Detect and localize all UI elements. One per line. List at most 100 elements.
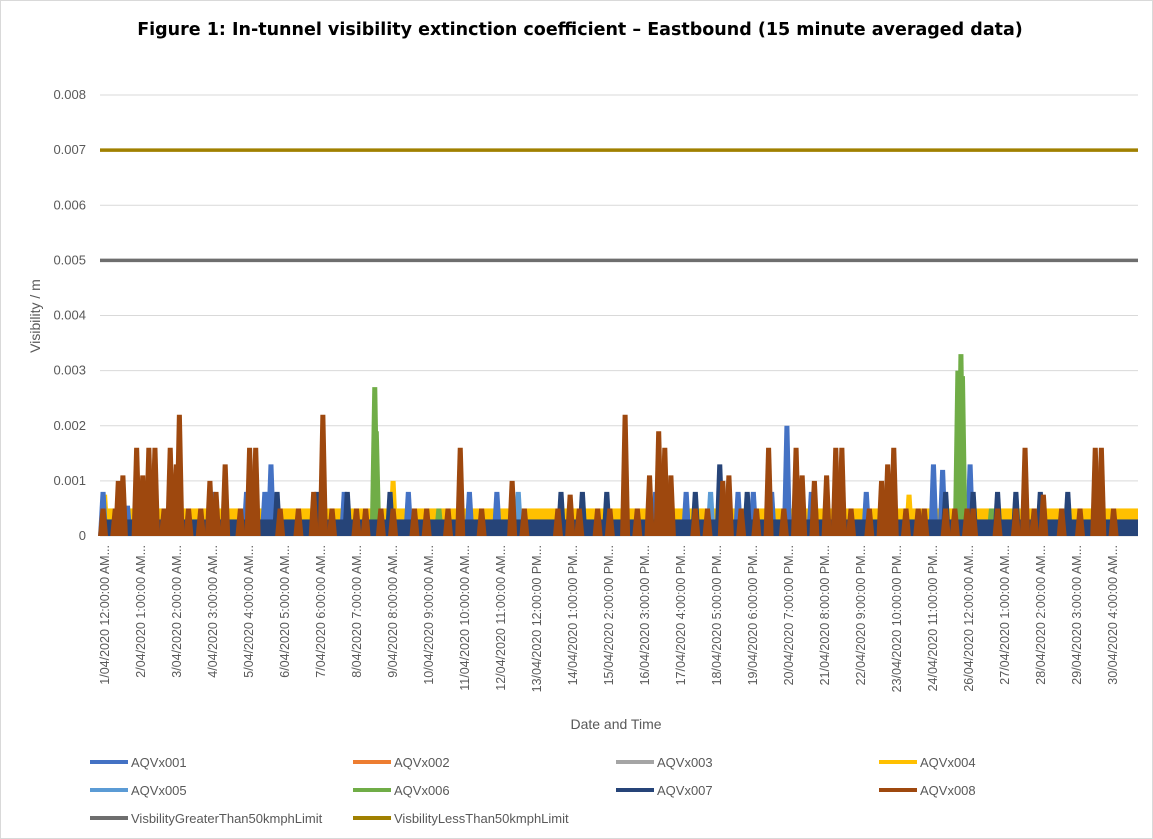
data-peak bbox=[117, 475, 128, 536]
x-tick-label: 24/04/2020 11:00:00 PM... bbox=[926, 545, 940, 691]
data-peak bbox=[644, 475, 655, 536]
x-tick-label: 5/04/2020 4:00:00 AM... bbox=[242, 545, 256, 678]
data-peak bbox=[409, 508, 420, 536]
data-peak bbox=[235, 508, 246, 536]
series-layer bbox=[98, 354, 1138, 536]
data-peak bbox=[632, 508, 643, 536]
data-peak bbox=[751, 508, 762, 536]
legend-item: AQVx006 bbox=[353, 780, 450, 800]
data-peak bbox=[888, 447, 899, 536]
x-tick-label: 17/04/2020 4:00:00 PM... bbox=[674, 545, 688, 685]
x-tick-label: 12/04/2020 11:00:00 AM... bbox=[494, 545, 508, 691]
x-tick-label: 14/04/2020 1:00:00 PM... bbox=[566, 545, 580, 685]
x-axis-title: Date and Time bbox=[570, 716, 661, 732]
data-peak bbox=[476, 508, 487, 536]
x-tick-label: 28/04/2020 2:00:00 AM... bbox=[1034, 545, 1048, 685]
legend-label: AQVx008 bbox=[920, 782, 976, 798]
data-peak bbox=[940, 508, 951, 536]
x-tick-label: 20/04/2020 7:00:00 PM... bbox=[782, 545, 796, 685]
x-tick-label: 4/04/2020 3:00:00 AM... bbox=[206, 545, 220, 678]
x-tick-label: 6/04/2020 5:00:00 AM... bbox=[278, 545, 292, 678]
x-tick-label: 16/04/2020 3:00:00 PM... bbox=[638, 545, 652, 685]
data-peak bbox=[900, 508, 911, 536]
data-peak bbox=[928, 464, 939, 536]
data-peak bbox=[552, 508, 563, 536]
legend-item: AQVx007 bbox=[616, 780, 713, 800]
data-peak bbox=[375, 508, 386, 536]
data-peak bbox=[949, 508, 960, 536]
legend-item: AQVx002 bbox=[353, 752, 450, 772]
y-tick-label: 0.004 bbox=[53, 308, 86, 323]
data-peak bbox=[665, 475, 676, 536]
x-tick-label: 11/04/2020 10:00:00 AM... bbox=[458, 545, 472, 691]
data-peak bbox=[1096, 447, 1107, 536]
data-peak bbox=[1108, 508, 1119, 536]
legend-item: AQVx005 bbox=[90, 780, 187, 800]
data-peak bbox=[809, 480, 820, 536]
x-tick-label: 26/04/2020 12:00:00 AM... bbox=[962, 545, 976, 692]
data-peak bbox=[519, 508, 530, 536]
data-peak bbox=[690, 508, 701, 536]
data-peak bbox=[1020, 447, 1031, 536]
x-tick-label: 27/04/2020 1:00:00 AM... bbox=[998, 545, 1012, 685]
x-tick-labels: 1/04/2020 12:00:00 AM... 2/04/2020 1:00:0… bbox=[98, 545, 1120, 692]
data-peak bbox=[174, 414, 185, 536]
legend-label: AQVx003 bbox=[657, 754, 713, 770]
legend-swatch bbox=[90, 788, 128, 792]
x-tick-label: 3/04/2020 2:00:00 AM... bbox=[170, 545, 184, 678]
series-aqvx008 bbox=[98, 414, 1119, 536]
data-peak bbox=[702, 508, 713, 536]
data-peak bbox=[574, 508, 585, 536]
data-peak bbox=[211, 491, 222, 536]
data-peak bbox=[220, 464, 231, 536]
data-peak bbox=[836, 447, 847, 536]
data-peak bbox=[592, 508, 603, 536]
data-peak bbox=[351, 508, 362, 536]
y-axis-title: Visibility / m bbox=[27, 279, 43, 353]
legend-swatch bbox=[616, 788, 654, 792]
legend-swatch bbox=[90, 816, 128, 820]
legend-swatch bbox=[353, 816, 391, 820]
y-tick-label: 0.008 bbox=[53, 87, 86, 102]
x-tick-label: 18/04/2020 5:00:00 PM... bbox=[710, 545, 724, 685]
y-tick-label: 0 bbox=[79, 528, 86, 543]
y-tick-label: 0.007 bbox=[53, 142, 86, 157]
x-tick-label: 15/04/2020 2:00:00 PM... bbox=[602, 545, 616, 685]
data-peak bbox=[98, 508, 109, 536]
data-peak bbox=[149, 447, 160, 536]
data-peak bbox=[317, 414, 328, 536]
legend-item: AQVx004 bbox=[879, 752, 976, 772]
data-peak bbox=[968, 508, 979, 536]
x-tick-label: 22/04/2020 9:00:00 PM... bbox=[854, 545, 868, 685]
x-tick-label: 7/04/2020 6:00:00 AM... bbox=[314, 545, 328, 678]
data-peak bbox=[507, 480, 518, 536]
legend-swatch bbox=[353, 788, 391, 792]
data-peak bbox=[342, 491, 353, 536]
legend-label: VisbilityLessThan50kmphLimit bbox=[394, 810, 569, 826]
y-tick-label: 0.005 bbox=[53, 252, 86, 267]
x-tick-label: 1/04/2020 12:00:00 AM... bbox=[98, 545, 112, 685]
data-peak bbox=[864, 508, 875, 536]
data-peak bbox=[1056, 508, 1067, 536]
y-tick-labels: 0 0.001 0.002 0.003 0.004 0.005 0.006 0.007 0.00… bbox=[53, 87, 86, 543]
data-peak bbox=[620, 414, 631, 536]
data-peak bbox=[797, 475, 808, 536]
legend-swatch bbox=[879, 788, 917, 792]
x-tick-label: 13/04/2020 12:00:00 PM... bbox=[530, 545, 544, 692]
data-peak bbox=[183, 508, 194, 536]
legend-label: AQVx007 bbox=[657, 782, 713, 798]
data-peak bbox=[1029, 508, 1040, 536]
y-tick-label: 0.002 bbox=[53, 418, 86, 433]
legend-swatch bbox=[879, 760, 917, 764]
x-tick-label: 30/04/2020 4:00:00 AM... bbox=[1106, 545, 1120, 685]
legend-label: VisbilityGreaterThan50kmphLimit bbox=[131, 810, 323, 826]
data-peak bbox=[723, 475, 734, 536]
data-peak bbox=[421, 508, 432, 536]
x-tick-label: 21/04/2020 8:00:00 PM... bbox=[818, 545, 832, 685]
x-tick-label: 19/04/2020 6:00:00 PM... bbox=[746, 545, 760, 685]
data-peak bbox=[443, 508, 454, 536]
legend-label: AQVx005 bbox=[131, 782, 187, 798]
legend-swatch bbox=[616, 760, 654, 764]
data-peak bbox=[388, 508, 399, 536]
